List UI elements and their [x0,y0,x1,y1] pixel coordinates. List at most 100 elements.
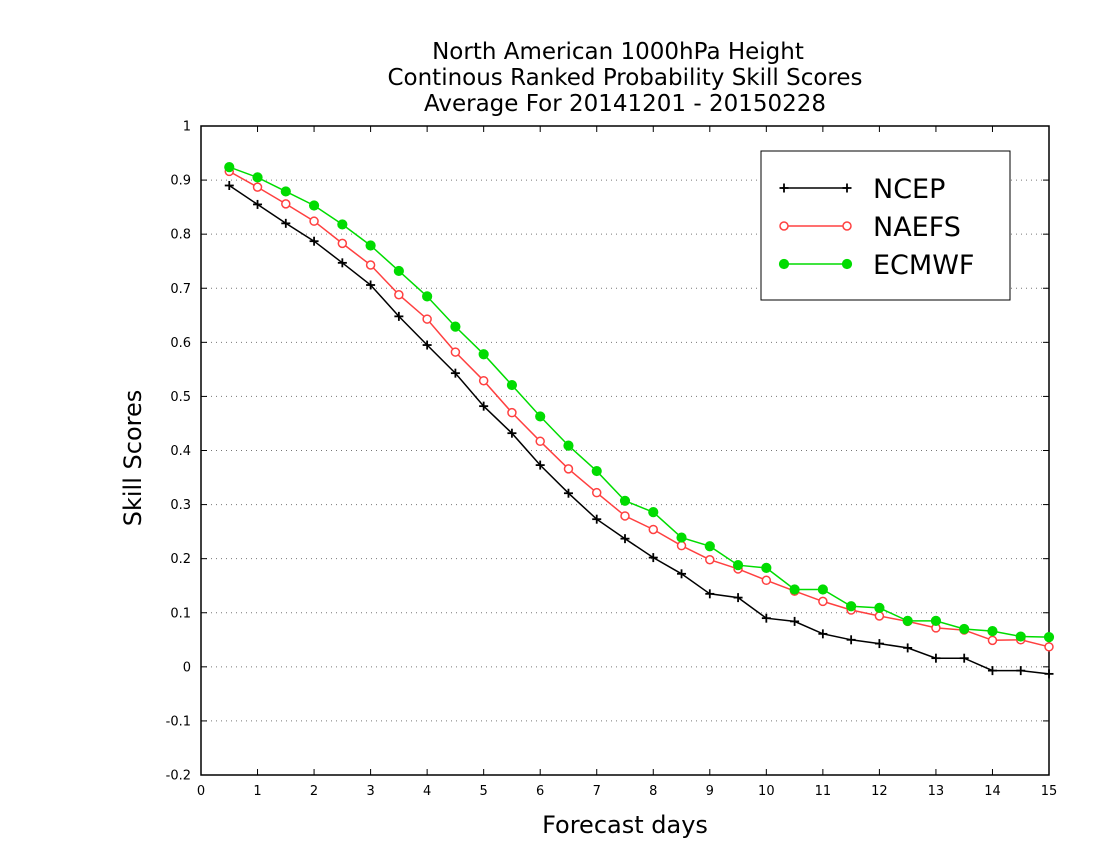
ncep-point [620,534,630,544]
x-axis-ticks: 0 1 2 3 4 5 6 7 8 9 10 11 12 13 14 15 [197,126,1057,799]
ecmwf-point [535,411,546,422]
naefs-point [874,611,885,621]
ecmwf-point [1043,631,1055,643]
legend-marker [779,183,789,193]
legend-marker [778,258,790,270]
ecmwf-point [959,623,970,635]
y-tick-label: -0.2 [166,769,191,784]
ncep-series [224,180,1054,679]
ecmwf-point [393,265,404,277]
ncep-point [874,639,884,649]
x-tick-label: 3 [366,784,374,799]
x-tick-label: 1 [253,784,261,799]
ncep-point [507,428,517,438]
x-axis-title: Forecast days [542,811,708,839]
chart-title: North American 1000hPa Height Continous … [387,39,862,117]
naefs-point [620,511,630,521]
naefs-point [676,540,687,551]
naefs-point [563,464,574,474]
legend-label-naefs: NAEFS [873,212,961,243]
naefs-point [478,375,489,386]
legend-item-ncep: NCEP [779,174,945,205]
naefs-point [252,182,263,192]
legend-marker [842,221,852,231]
ncep-point [479,401,489,411]
naefs-point [365,260,376,270]
x-tick-label: 6 [536,784,544,799]
ecmwf-point [478,349,489,360]
naefs-point [394,289,404,300]
x-tick-label: 5 [480,784,488,799]
ncep-point [733,593,743,603]
y-tick-label: 0.1 [170,606,191,621]
legend-marker [779,221,789,231]
legend-entries: NCEP NAEFS ECMWF [778,174,974,281]
ecmwf-point [1015,631,1026,642]
ecmwf-point [846,601,857,612]
ncep-point [309,236,319,246]
ncep-point [253,199,263,209]
ecmwf-point [591,465,602,477]
ecmwf-point [732,560,744,571]
x-tick-label: 2 [310,784,318,799]
ncep-point [450,368,460,378]
naefs-point [648,524,659,535]
x-tick-label: 15 [1041,784,1058,799]
ncep-point [931,653,941,663]
y-tick-label: -0.1 [166,714,191,729]
y-axis-ticks: -0.2 -0.1 0 0.1 0.2 0.3 0.4 0.5 0.6 0.7 0.8 0.9 1 [166,120,1049,784]
naefs-point [761,575,772,586]
ncep-point [592,514,602,524]
ncep-point [535,460,545,470]
legend-marker [841,258,853,270]
ncep-line [228,184,1050,675]
ecmwf-point [930,615,942,626]
ecmwf-point [789,584,800,595]
ecmwf-point [676,532,687,543]
ncep-point [337,258,347,268]
naefs-point [422,314,432,324]
ncep-point [281,218,291,228]
x-tick-label: 7 [593,784,601,799]
ncep-point [366,280,376,290]
chart-title-line-3: Average For 20141201 - 20150228 [424,91,826,117]
naefs-point [450,347,461,357]
legend-label-ecmwf: ECMWF [873,250,974,281]
ncep-point [677,569,687,579]
x-tick-label: 4 [423,784,431,799]
ecmwf-point [563,440,574,451]
naefs-point [309,216,319,226]
x-tick-label: 11 [815,784,832,799]
x-tick-label: 10 [758,784,775,799]
y-tick-label: 0 [183,660,191,675]
ncep-point [648,553,658,563]
x-tick-label: 14 [984,784,1001,799]
ecmwf-point [817,584,828,595]
ecmwf-point [308,200,320,211]
ncep-point [846,635,856,645]
y-tick-label: 0.8 [170,228,191,243]
naefs-point [507,407,517,418]
series-lines [224,162,1055,679]
y-tick-label: 0.2 [170,552,191,567]
ncep-point [1016,666,1026,676]
y-tick-label: 0.6 [170,336,191,351]
legend-item-naefs: NAEFS [779,212,961,243]
ncep-point [705,589,715,599]
ncep-point [563,488,573,498]
y-tick-label: 1 [183,120,191,135]
ncep-point [987,666,997,676]
ecmwf-point [902,615,913,626]
ecmwf-point [224,162,235,173]
ecmwf-point [252,172,263,183]
ecmwf-point [422,291,433,302]
ecmwf-point [648,507,659,518]
ncep-point [818,629,828,639]
ecmwf-point [619,495,631,506]
ecmwf-point [506,379,518,391]
x-tick-label: 12 [871,784,888,799]
naefs-point [818,596,828,607]
y-tick-label: 0.9 [170,174,191,189]
ecmwf-series [224,162,1055,643]
